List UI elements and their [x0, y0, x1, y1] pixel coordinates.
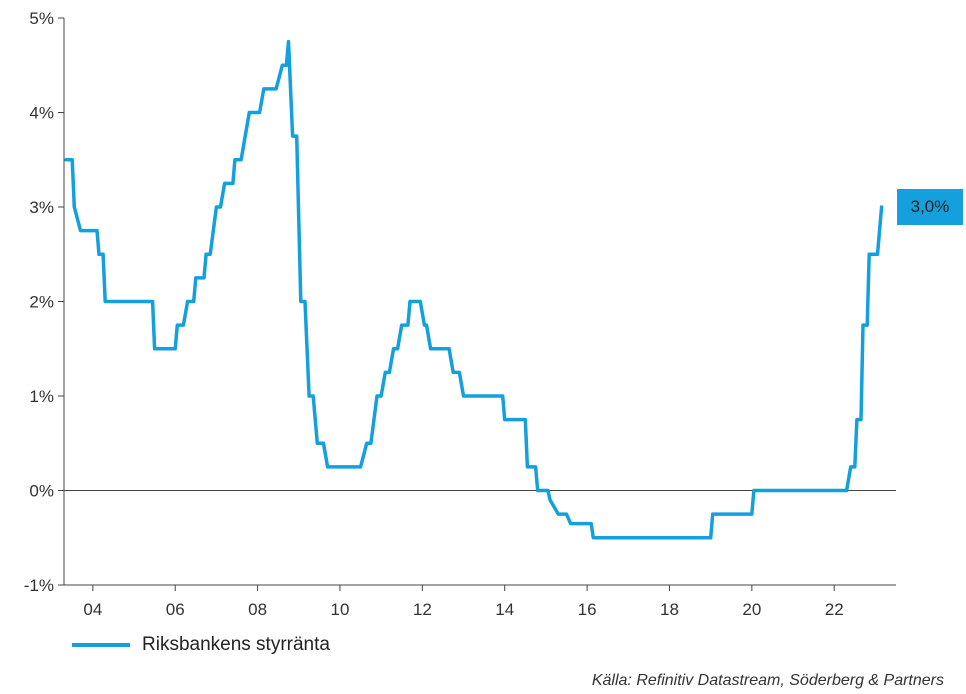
y-tick-label: 1%: [29, 387, 54, 406]
x-tick-label: 16: [578, 600, 597, 619]
x-tick-label: 18: [660, 600, 679, 619]
chart-axes: -1% 0% 1% 2% 3% 4% 5% 04 06 08 10 12 14 16 18 20 22: [24, 9, 896, 619]
end-value-badge: [897, 189, 963, 225]
y-tick-label: 5%: [29, 9, 54, 28]
x-tick-label: 14: [495, 600, 514, 619]
y-tick-label: 3%: [29, 198, 54, 217]
y-tick-label: 0%: [29, 482, 54, 501]
x-tick-label: 20: [742, 600, 761, 619]
legend-label: Riksbankens styrränta: [142, 634, 330, 655]
y-tick-label: 4%: [29, 104, 54, 123]
chart-legend: Riksbankens styrränta: [72, 634, 330, 656]
y-tick-label: -1%: [24, 576, 54, 595]
chart-series-layer: [64, 39, 884, 540]
x-tick-label: 10: [330, 600, 349, 619]
end-value-label: 3,0%: [911, 197, 950, 216]
x-tick-label: 04: [83, 600, 102, 619]
chart-annotation-layer: 3,0%: [897, 189, 963, 225]
x-tick-label: 08: [248, 600, 267, 619]
x-tick-label: 12: [413, 600, 432, 619]
legend-swatch: [72, 643, 130, 647]
x-tick-label: 06: [166, 600, 185, 619]
source-note: Källa: Refinitiv Datastream, Söderberg &…: [591, 672, 944, 689]
y-tick-label: 2%: [29, 293, 54, 312]
x-tick-label: 22: [825, 600, 844, 619]
series-line-riksbankens-styrranta: [64, 39, 884, 540]
